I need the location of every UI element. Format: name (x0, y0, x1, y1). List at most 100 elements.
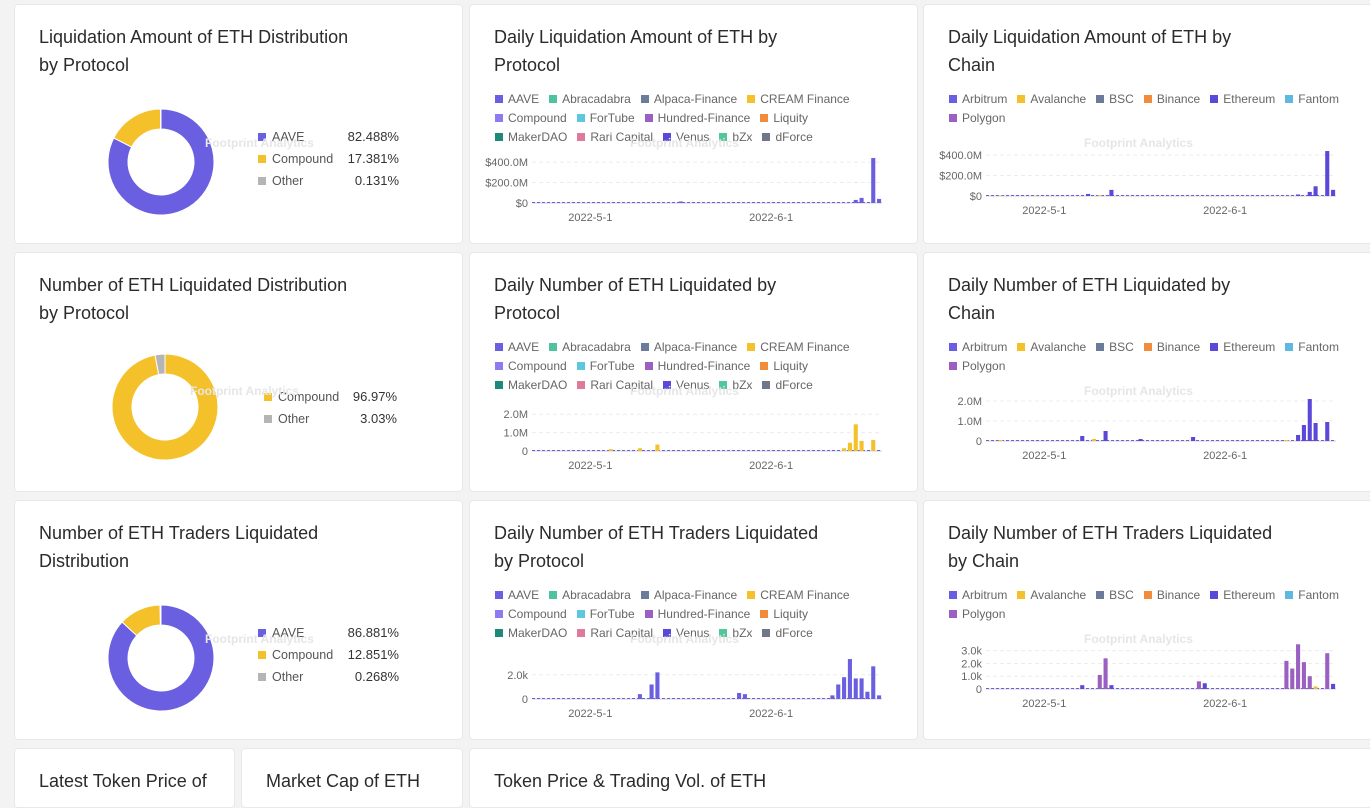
legend-item[interactable]: BSC (1096, 586, 1134, 605)
bar[interactable] (1308, 676, 1312, 689)
legend-item[interactable]: Abracadabra (549, 338, 631, 357)
bar[interactable] (1197, 681, 1201, 689)
legend-item[interactable]: Alpaca-Finance (641, 338, 737, 357)
bar[interactable] (1098, 675, 1102, 689)
legend-item[interactable]: Hundred-Finance (645, 109, 751, 128)
bar[interactable] (1325, 422, 1329, 441)
legend-item[interactable]: MakerDAO (495, 376, 567, 395)
legend-item[interactable]: Ethereum (1210, 338, 1275, 357)
legend-item[interactable]: Fantom (1285, 586, 1339, 605)
bar[interactable] (1314, 186, 1318, 196)
legend-item[interactable]: Avalanche (1017, 586, 1086, 605)
bar[interactable] (860, 198, 864, 203)
bar[interactable] (836, 684, 840, 699)
bar[interactable] (1308, 192, 1312, 196)
bar[interactable] (848, 659, 852, 699)
legend-item[interactable]: CREAM Finance (747, 338, 849, 357)
legend-item[interactable]: MakerDAO (495, 624, 567, 643)
legend-item[interactable]: Polygon (949, 109, 1005, 128)
legend-item[interactable]: Polygon (949, 357, 1005, 376)
bar[interactable] (854, 424, 858, 451)
bar[interactable] (860, 441, 864, 451)
bar[interactable] (1302, 662, 1306, 689)
legend-item[interactable]: dForce (762, 376, 812, 395)
legend-item[interactable]: Alpaca-Finance (641, 90, 737, 109)
bar[interactable] (877, 199, 881, 203)
bar[interactable] (871, 666, 875, 699)
legend-item[interactable]: BSC (1096, 338, 1134, 357)
bar[interactable] (1290, 669, 1294, 689)
bar[interactable] (1296, 435, 1300, 441)
legend-item[interactable]: Abracadabra (549, 90, 631, 109)
bar[interactable] (1098, 195, 1102, 196)
legend-item[interactable]: Arbitrum (949, 90, 1007, 109)
legend-item[interactable]: Liquity (760, 357, 808, 376)
legend-item[interactable]: Avalanche (1017, 338, 1086, 357)
bar[interactable] (679, 201, 683, 203)
legend-item[interactable]: Binance (1144, 338, 1200, 357)
legend-item[interactable]: ForTube (577, 605, 635, 624)
bar[interactable] (1080, 685, 1084, 689)
pie-slice[interactable] (160, 605, 161, 625)
legend-item[interactable]: dForce (762, 624, 812, 643)
legend-item[interactable]: ForTube (577, 109, 635, 128)
bar[interactable] (650, 684, 654, 699)
bar[interactable] (871, 158, 875, 203)
legend-item[interactable]: Arbitrum (949, 586, 1007, 605)
bar[interactable] (655, 672, 659, 699)
legend-item[interactable]: Ethereum (1210, 90, 1275, 109)
bar[interactable] (848, 443, 852, 451)
bar[interactable] (871, 440, 875, 451)
bar[interactable] (1302, 425, 1306, 441)
bar[interactable] (1308, 399, 1312, 441)
legend-item[interactable]: dForce (762, 128, 812, 147)
legend-item[interactable]: CREAM Finance (747, 586, 849, 605)
legend-item[interactable]: Binance (1144, 90, 1200, 109)
bar[interactable] (1034, 195, 1038, 196)
bar[interactable] (1296, 644, 1300, 689)
bar[interactable] (1314, 686, 1318, 689)
legend-item[interactable]: AAVE (495, 338, 539, 357)
legend-item[interactable]: CREAM Finance (747, 90, 849, 109)
legend-item[interactable]: Compound (495, 605, 567, 624)
bar[interactable] (1284, 440, 1288, 441)
bar[interactable] (865, 692, 869, 699)
legend-item[interactable]: Compound (495, 109, 567, 128)
bar[interactable] (854, 678, 858, 699)
bar[interactable] (1203, 683, 1207, 689)
bar[interactable] (999, 195, 1003, 196)
legend-item[interactable]: Fantom (1285, 338, 1339, 357)
legend-item[interactable]: Hundred-Finance (645, 357, 751, 376)
bar[interactable] (1092, 439, 1096, 441)
bar[interactable] (830, 695, 834, 699)
bar[interactable] (1296, 194, 1300, 196)
legend-item[interactable]: Liquity (760, 109, 808, 128)
bar[interactable] (638, 448, 642, 451)
bar[interactable] (1109, 190, 1113, 196)
legend-item[interactable]: Hundred-Finance (645, 605, 751, 624)
bar[interactable] (1104, 431, 1108, 441)
bar[interactable] (860, 678, 864, 699)
bar[interactable] (1139, 439, 1143, 441)
legend-item[interactable]: Compound (495, 357, 567, 376)
legend-item[interactable]: AAVE (495, 90, 539, 109)
bar[interactable] (1086, 194, 1090, 196)
legend-item[interactable]: Ethereum (1210, 586, 1275, 605)
bar[interactable] (737, 693, 741, 699)
legend-item[interactable]: ForTube (577, 357, 635, 376)
legend-item[interactable]: AAVE (495, 586, 539, 605)
bar[interactable] (1331, 684, 1335, 689)
bar[interactable] (842, 677, 846, 699)
bar[interactable] (1104, 658, 1108, 689)
bar[interactable] (1191, 437, 1195, 441)
bar[interactable] (655, 445, 659, 451)
bar[interactable] (1314, 423, 1318, 441)
bar[interactable] (743, 694, 747, 699)
pie-slice[interactable] (114, 109, 161, 147)
bar[interactable] (609, 449, 613, 451)
legend-item[interactable]: Alpaca-Finance (641, 586, 737, 605)
legend-item[interactable]: BSC (1096, 90, 1134, 109)
